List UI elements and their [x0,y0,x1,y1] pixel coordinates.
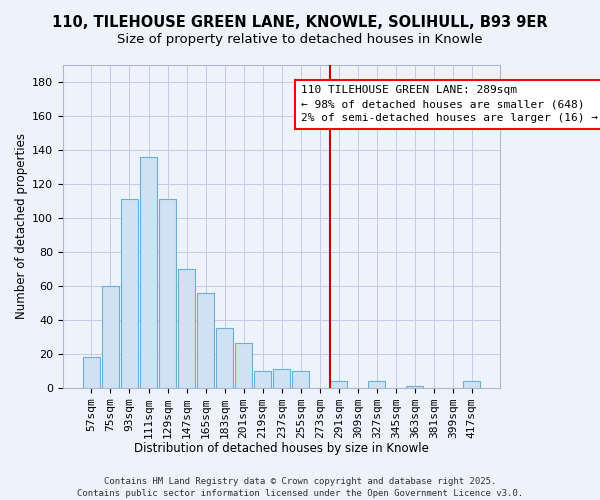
Bar [254,370,271,388]
Bar [368,381,385,388]
Bar [292,370,309,388]
Bar [102,286,119,388]
Bar [235,344,252,388]
Bar [159,199,176,388]
X-axis label: Distribution of detached houses by size in Knowle: Distribution of detached houses by size … [134,442,429,455]
Text: Size of property relative to detached houses in Knowle: Size of property relative to detached ho… [117,32,483,46]
Bar [463,381,481,388]
Text: 110, TILEHOUSE GREEN LANE, KNOWLE, SOLIHULL, B93 9ER: 110, TILEHOUSE GREEN LANE, KNOWLE, SOLIH… [52,15,548,30]
Y-axis label: Number of detached properties: Number of detached properties [15,134,28,320]
Bar [178,269,195,388]
Bar [330,381,347,388]
Bar [273,369,290,388]
Bar [140,156,157,388]
Bar [83,357,100,388]
Bar [197,292,214,388]
Text: 110 TILEHOUSE GREEN LANE: 289sqm
← 98% of detached houses are smaller (648)
2% o: 110 TILEHOUSE GREEN LANE: 289sqm ← 98% o… [301,86,598,124]
Bar [121,199,138,388]
Text: Contains HM Land Registry data © Crown copyright and database right 2025.
Contai: Contains HM Land Registry data © Crown c… [77,476,523,498]
Bar [406,386,424,388]
Bar [216,328,233,388]
